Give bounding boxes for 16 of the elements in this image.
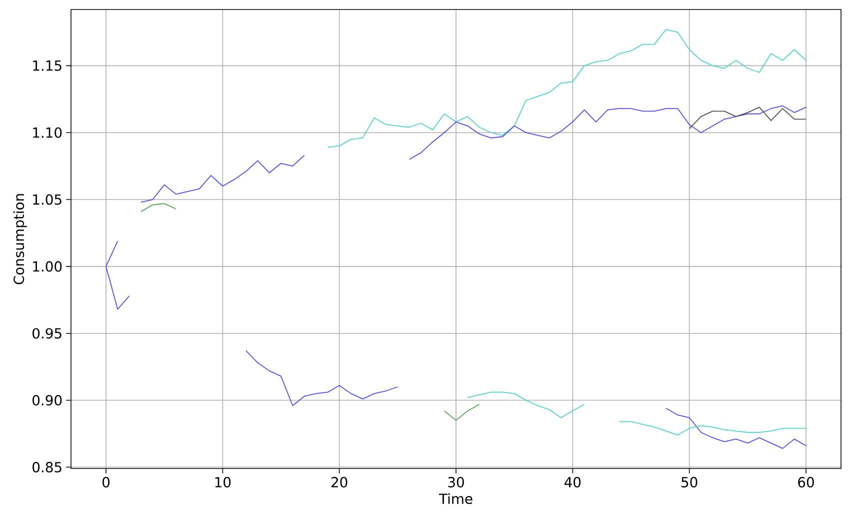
y-tick-label: 1.00 (33, 261, 62, 272)
y-tick-label: 1.10 (33, 127, 62, 138)
x-tick-label: 20 (332, 476, 348, 488)
x-tick-label: 40 (564, 476, 581, 488)
y-axis-title: Consumption (13, 194, 27, 284)
y-tick-label: 1.15 (33, 60, 62, 71)
y-tick-label: 0.85 (32, 462, 62, 472)
x-tick-label: 0 (102, 476, 110, 488)
y-tick-label: 1.05 (33, 194, 62, 205)
x-tick-label: 60 (798, 476, 814, 488)
x-tick-label: 30 (448, 476, 464, 488)
x-axis-title: Time (438, 493, 472, 504)
x-tick-label: 50 (682, 476, 698, 488)
y-tick-label: 0.90 (32, 394, 62, 406)
y-tick-label: 0.95 (32, 328, 62, 339)
x-tick-label: 10 (215, 476, 231, 488)
